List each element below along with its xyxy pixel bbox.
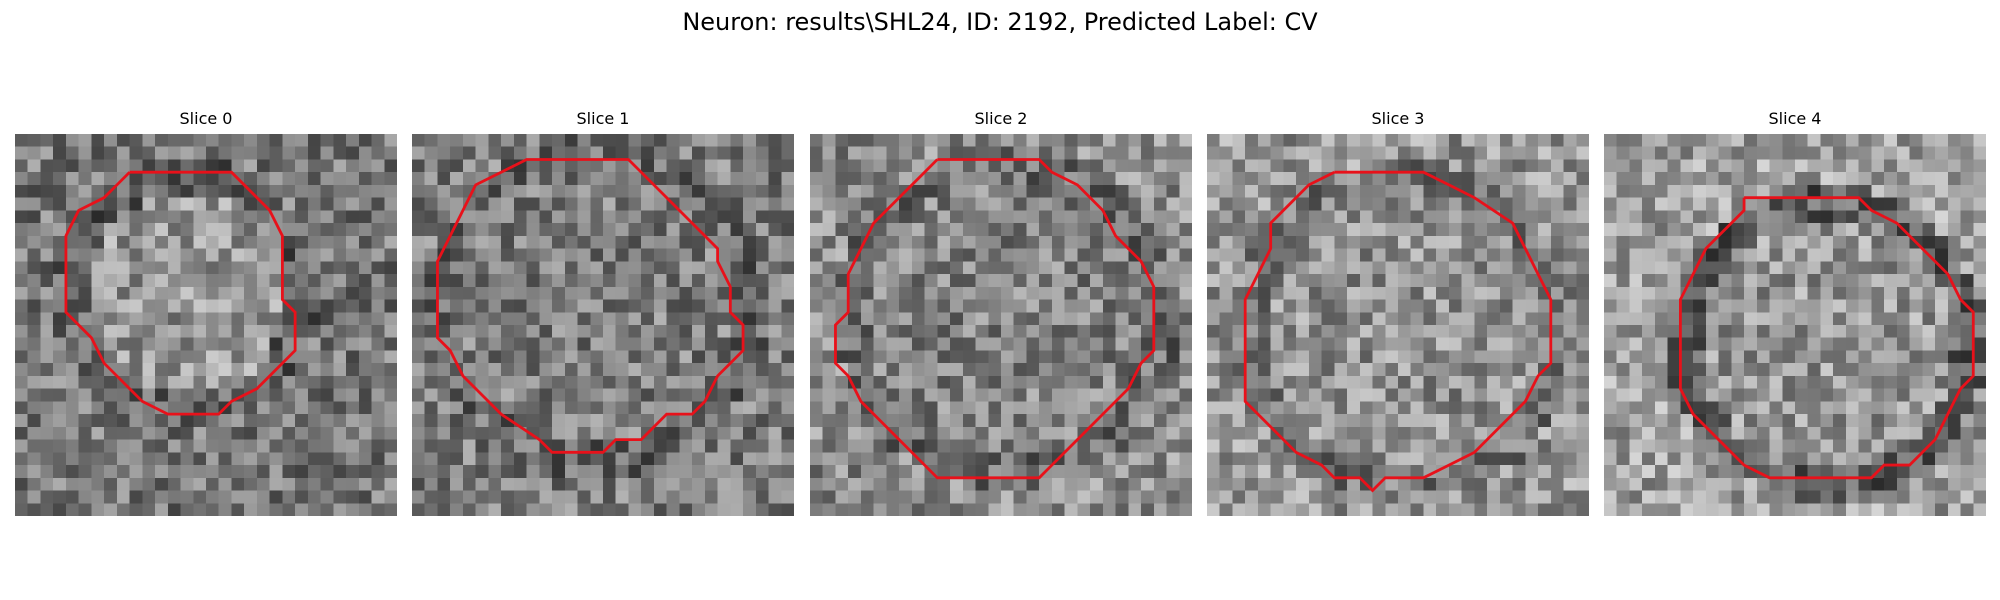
roi-contour (436, 158, 745, 454)
roi-contour-overlay (834, 158, 1156, 480)
slice-title: Slice 1 (576, 109, 630, 128)
slice-image (810, 134, 1192, 516)
slice-title: Slice 2 (974, 109, 1028, 128)
roi-contour (64, 170, 297, 416)
roi-contour (1678, 196, 1975, 480)
slice-title: Slice 0 (179, 109, 233, 128)
grayscale-patch (810, 134, 1192, 516)
grayscale-patch (1207, 134, 1589, 516)
slice-image (1207, 134, 1589, 516)
figure-title: Neuron: results\SHL24, ID: 2192, Predict… (682, 8, 1318, 36)
roi-contour (1243, 170, 1553, 493)
roi-contour-overlay (64, 170, 297, 416)
roi-contour-overlay (1243, 170, 1553, 493)
roi-contour-overlay (436, 158, 745, 454)
slice-title: Slice 4 (1768, 109, 1822, 128)
slice-image (1604, 134, 1986, 516)
roi-contour-overlay (1678, 196, 1975, 480)
slice-image (15, 134, 397, 516)
roi-contour (834, 158, 1156, 480)
slice-image (412, 134, 794, 516)
slice-title: Slice 3 (1371, 109, 1425, 128)
